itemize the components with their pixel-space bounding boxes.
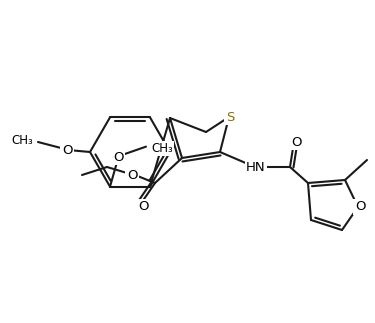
Text: O: O: [355, 201, 365, 214]
Text: CH₃: CH₃: [11, 133, 33, 147]
Text: O: O: [291, 136, 301, 149]
Text: O: O: [113, 151, 123, 164]
Text: O: O: [62, 143, 72, 157]
Text: CH₃: CH₃: [151, 142, 173, 155]
Text: O: O: [138, 201, 148, 214]
Text: S: S: [226, 110, 234, 123]
Text: O: O: [127, 169, 137, 182]
Text: HN: HN: [246, 161, 266, 173]
